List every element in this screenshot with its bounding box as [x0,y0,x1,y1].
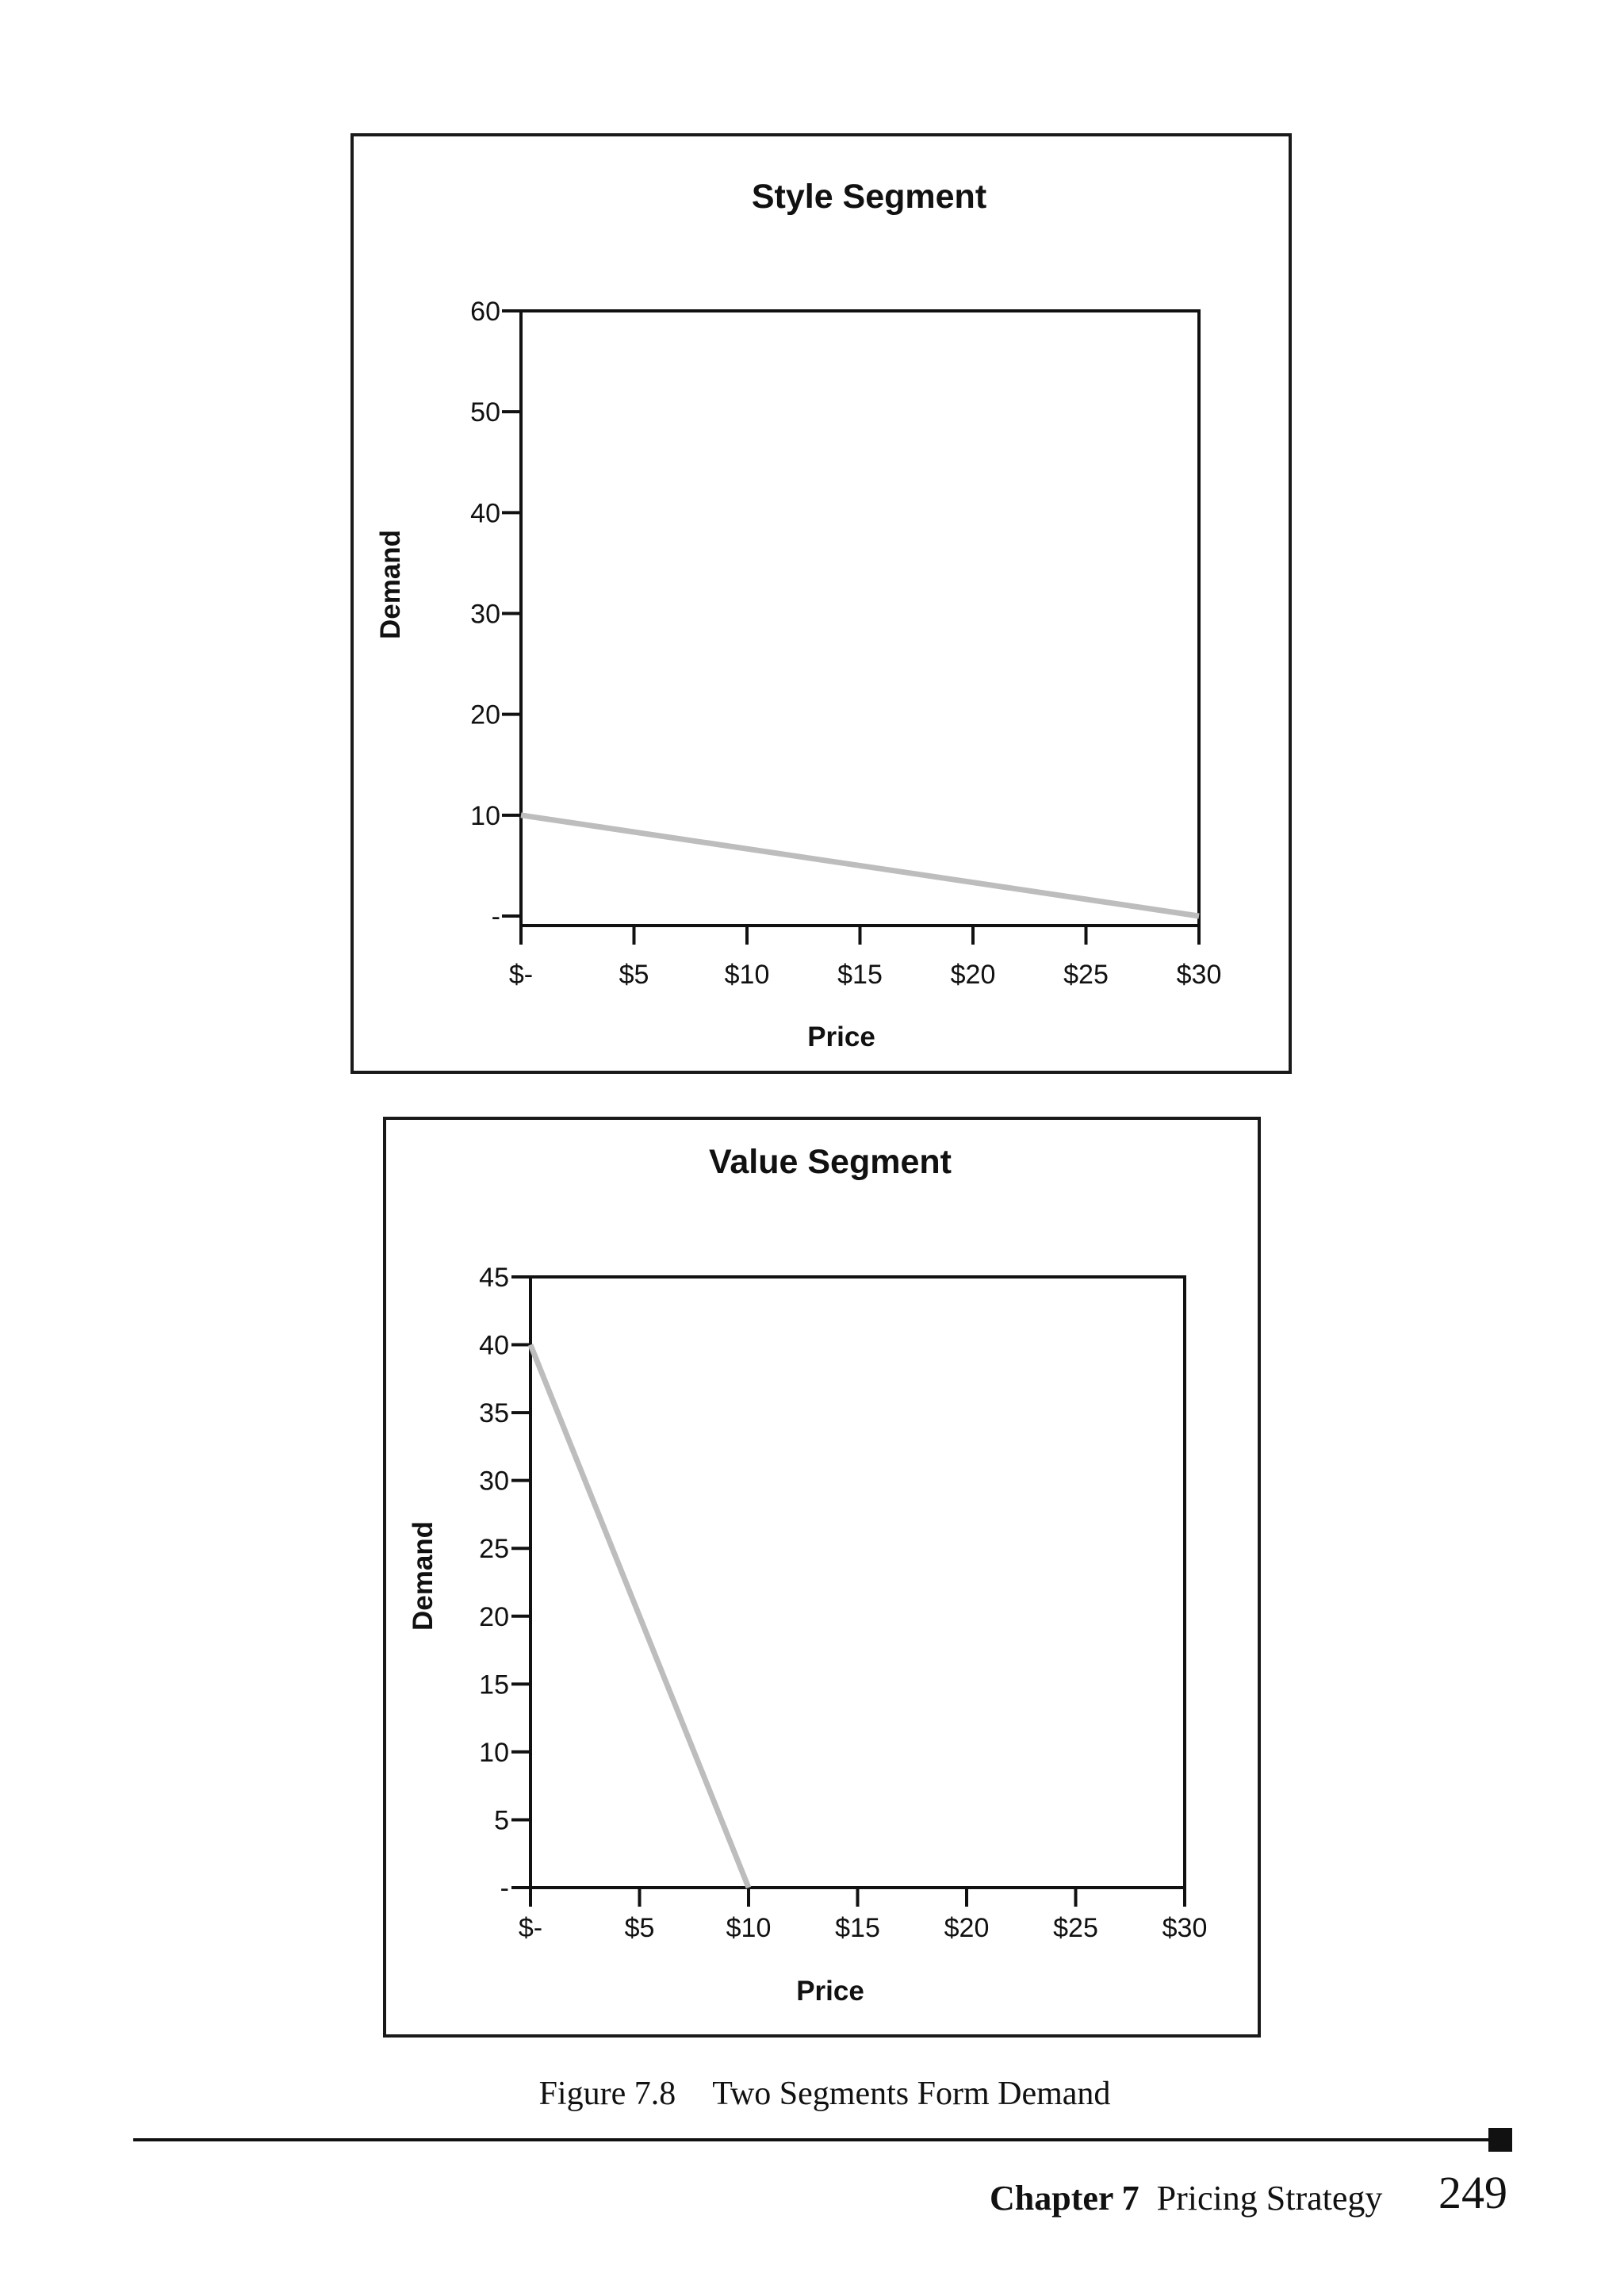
y-tick-label: 45 [479,1263,509,1293]
y-tick-label: 25 [479,1534,509,1564]
y-tick-label: 50 [470,397,500,427]
y-axis-label: Demand [408,1521,439,1631]
figure-caption: Figure 7.8 Two Segments Form Demand [0,2075,1624,2113]
footer-chapter-number: Chapter 7 [990,2179,1139,2218]
figure-number: Figure 7.8 [538,2076,676,2112]
y-tick-label: 20 [470,700,500,730]
chart-svg-style-segment: Style Segment - 10 20 30 40 50 60 $- $5 $10 $15 $20 $… [375,178,1222,1052]
y-tick-label: 10 [479,1738,509,1768]
figure-caption-text: Two Segments Form Demand [712,2076,1111,2112]
y-tick-label: 20 [479,1602,509,1632]
y-tick-label: 10 [470,801,500,831]
x-tick-label: $25 [1053,1913,1098,1943]
page-number: 249 [1438,2167,1507,2218]
chart-svg-value-segment: Value Segment - 5 10 15 20 25 30 35 40 45 $- $5 $10 $1… [408,1143,1208,2007]
x-tick-label: $10 [725,960,770,990]
y-tick-label: 30 [479,1466,509,1497]
y-tick-label: 15 [479,1670,509,1700]
x-tick-label: $5 [619,960,649,990]
x-tick-label: $5 [625,1913,655,1943]
chart-style-segment: Style Segment - 10 20 30 40 50 60 $- $5 $10 $15 $20 $… [350,133,1292,1074]
demand-line-value [527,1344,752,1889]
x-tick-label: $10 [726,1913,772,1943]
x-tick-label: $- [509,960,533,990]
x-tick-label: $- [519,1913,542,1943]
x-tick-label: $20 [944,1913,990,1943]
chart-title: Value Segment [709,1143,952,1181]
x-tick-label: $15 [835,1913,880,1943]
y-tick-label: 60 [470,297,500,327]
x-tick-label: $25 [1063,960,1109,990]
y-tick-label: - [500,1873,509,1903]
y-tick-label: - [492,902,500,932]
x-tick-label: $30 [1162,1913,1208,1943]
footer-chapter: Chapter 7 Pricing Strategy [990,2178,1382,2218]
chart-title: Style Segment [752,178,986,216]
y-tick-label: 40 [479,1331,509,1361]
plot-area-border [519,309,1201,927]
y-tick-label: 5 [494,1805,509,1835]
y-tick-label: 35 [479,1398,509,1428]
footer-chapter-title: Pricing Strategy [1156,2179,1383,2218]
y-tick-label: 30 [470,600,500,630]
footer-square-marker [1488,2128,1512,2152]
footer-rule [133,2138,1505,2141]
x-tick-label: $20 [951,960,996,990]
x-tick-label: $30 [1177,960,1222,990]
x-axis-label: Price [796,1976,864,2007]
chart-value-segment: Value Segment - 5 10 15 20 25 30 35 40 45 $- $5 $10 $1… [383,1117,1261,2038]
x-tick-label: $15 [837,960,883,990]
y-tick-label: 40 [470,498,500,528]
demand-line-style [520,812,1200,919]
x-axis-label: Price [807,1022,875,1052]
y-axis-label: Demand [375,530,406,639]
